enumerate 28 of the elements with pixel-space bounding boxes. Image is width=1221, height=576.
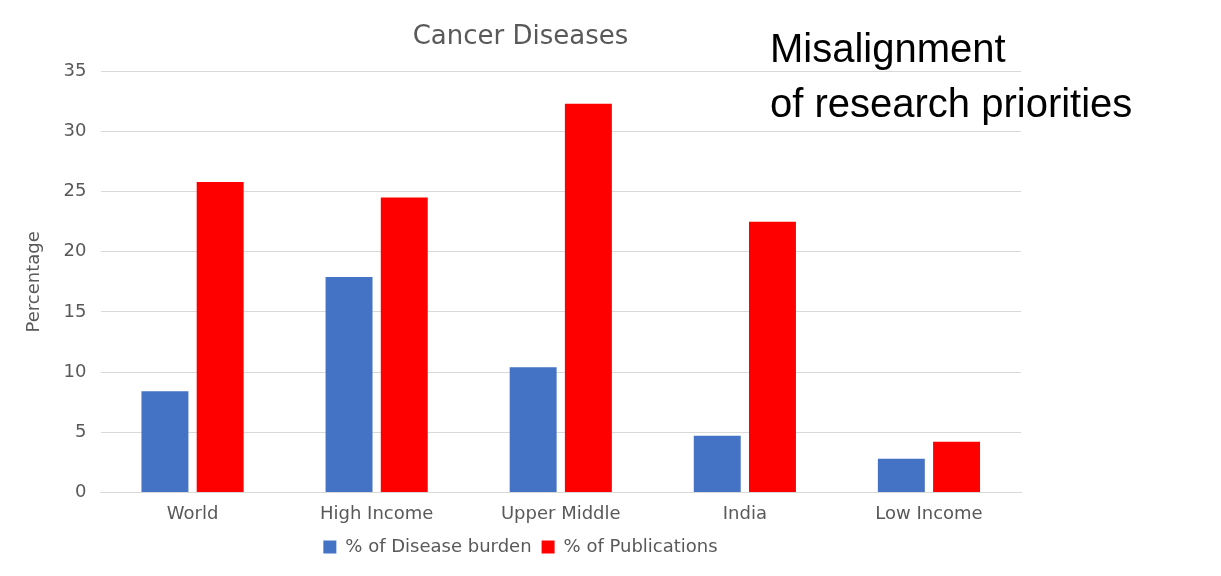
bar xyxy=(325,276,373,492)
chart-title: Cancer Diseases xyxy=(412,20,629,51)
x-tick-label: India xyxy=(722,501,767,523)
y-tick-label: 5 xyxy=(75,419,87,441)
y-tick-label: 25 xyxy=(63,179,87,201)
y-tick-label: 35 xyxy=(63,58,87,80)
y-tick-label: 30 xyxy=(63,119,87,141)
x-tick-label: Upper Middle xyxy=(500,501,621,523)
y-tick-label: 10 xyxy=(63,359,87,381)
bar xyxy=(564,103,612,492)
bar xyxy=(933,441,981,492)
bar xyxy=(380,197,428,492)
y-axis-title: Percentage xyxy=(22,231,44,333)
bar xyxy=(141,391,189,492)
bar xyxy=(877,458,925,492)
legend-label: % of Disease burden xyxy=(345,534,532,556)
y-tick-label: 15 xyxy=(63,299,87,321)
bar xyxy=(196,181,244,492)
x-tick-label: Low Income xyxy=(875,501,983,523)
bar xyxy=(509,367,557,492)
legend-label: % of Publications xyxy=(563,534,718,556)
bar xyxy=(693,435,741,492)
bar xyxy=(748,221,796,492)
annotation: Misalignment of research priorities xyxy=(770,26,1133,125)
x-tick-label: World xyxy=(166,501,219,523)
y-tick-label: 20 xyxy=(63,239,87,261)
y-tick-label: 0 xyxy=(75,480,87,502)
x-tick-label: High Income xyxy=(319,501,434,523)
